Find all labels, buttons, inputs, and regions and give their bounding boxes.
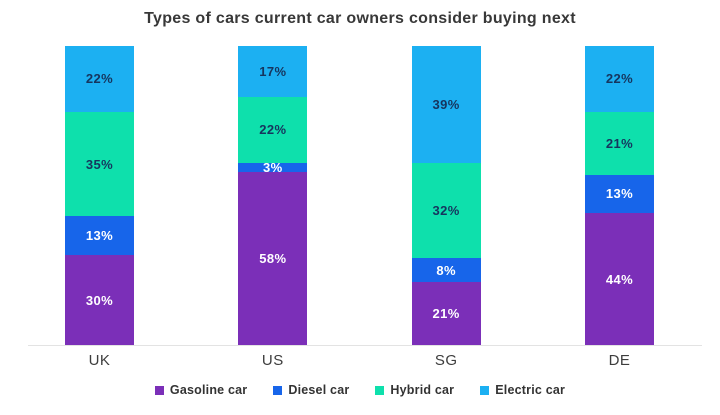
segment-value-label: 32% <box>432 202 460 218</box>
bar-de: 22% 21% 13% 44% <box>584 46 654 345</box>
legend-label: Electric car <box>495 383 566 397</box>
legend-swatch-icon <box>273 385 283 395</box>
x-axis-line <box>28 345 702 346</box>
legend-item-hybrid: Hybrid car <box>375 383 454 397</box>
segment-value-label: 58% <box>259 250 287 266</box>
segment-diesel-sg: 8% <box>411 258 481 283</box>
segment-value-label: 22% <box>605 71 634 87</box>
segment-gasoline-us: 58% <box>238 171 308 345</box>
segment-gasoline-de: 44% <box>584 213 654 345</box>
stacked-bars-area: 22% 35% 13% 30% 17% 22% 3% 58% 39% 32% 8% 21% 22% 21%… <box>65 46 654 345</box>
segment-value-label: 44% <box>605 271 634 287</box>
legend-item-electric: Electric car <box>480 383 565 397</box>
legend-item-diesel: Diesel car <box>273 383 349 397</box>
bar-sg: 39% 32% 8% 21% <box>411 46 481 345</box>
segment-value-label: 22% <box>85 71 114 87</box>
segment-value-label: 8% <box>436 262 456 278</box>
legend-swatch-icon <box>480 385 490 395</box>
chart-title: Types of cars current car owners conside… <box>144 10 576 27</box>
category-label-us: US <box>261 352 284 369</box>
legend-label: Diesel car <box>288 383 350 397</box>
bar-us: 17% 22% 3% 58% <box>238 46 308 345</box>
segment-gasoline-sg: 21% <box>411 282 481 345</box>
segment-value-label: 30% <box>85 292 114 308</box>
legend-label: Hybrid car <box>390 383 455 397</box>
segment-value-label: 3% <box>263 159 283 175</box>
category-label-sg: SG <box>434 352 458 369</box>
segment-hybrid-us: 22% <box>238 96 308 163</box>
legend-item-gasoline: Gasoline car <box>154 383 248 397</box>
segment-value-label: 21% <box>605 135 634 151</box>
segment-value-label: 22% <box>259 122 287 138</box>
legend-swatch-icon <box>375 385 385 395</box>
segment-hybrid-uk: 35% <box>65 111 134 217</box>
legend: Gasoline car Diesel car Hybrid car Electric… <box>0 383 720 397</box>
bar-uk: 22% 35% 13% 30% <box>65 46 134 345</box>
segment-electric-de: 22% <box>584 46 654 112</box>
segment-gasoline-uk: 30% <box>65 255 134 345</box>
segment-electric-uk: 22% <box>65 46 134 112</box>
segment-value-label: 35% <box>85 156 114 172</box>
segment-value-label: 13% <box>605 186 634 202</box>
segment-value-label: 17% <box>259 63 287 79</box>
segment-electric-us: 17% <box>238 46 308 97</box>
legend-label: Gasoline car <box>169 383 248 397</box>
segment-diesel-de: 13% <box>584 174 654 214</box>
category-label-de: DE <box>608 352 631 369</box>
segment-value-label: 21% <box>432 306 460 322</box>
segment-hybrid-de: 21% <box>584 111 654 175</box>
category-label-uk: UK <box>88 352 111 369</box>
segment-value-label: 39% <box>432 96 460 112</box>
legend-swatch-icon <box>154 385 164 395</box>
segment-diesel-us: 3% <box>238 159 308 175</box>
segment-electric-sg: 39% <box>411 46 481 163</box>
segment-hybrid-sg: 32% <box>411 162 481 259</box>
category-axis: UK US SG DE <box>65 352 654 369</box>
segment-diesel-uk: 13% <box>65 216 134 256</box>
segment-value-label: 13% <box>85 228 114 244</box>
